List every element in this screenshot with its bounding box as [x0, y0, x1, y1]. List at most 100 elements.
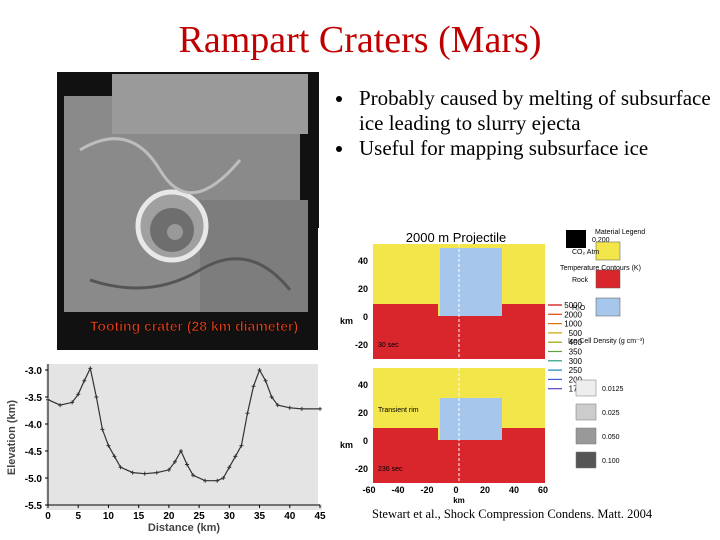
bullet: Probably caused by melting of subsurface…: [355, 86, 720, 136]
profile-point: [118, 465, 123, 470]
rock-rim: [373, 304, 438, 316]
material-swatch: [595, 241, 621, 261]
y-tick-label: -5.0: [25, 474, 43, 485]
profile-point: [58, 403, 63, 408]
sim-x-unit: km: [453, 496, 465, 505]
profile-point: [154, 470, 159, 475]
sim-x-tick-label: -20: [420, 485, 433, 495]
water: [440, 398, 502, 440]
profile-line: [47, 366, 320, 482]
density-value: 0.0125: [602, 386, 624, 393]
density-top: 0.200: [592, 237, 610, 244]
sim-x-tick-label: 20: [480, 485, 490, 495]
profile-point: [257, 368, 262, 372]
rock-rim: [502, 304, 545, 316]
image-caption: Tooting crater (28 km diameter): [90, 318, 298, 334]
sim-y-tick-label: 20: [358, 284, 368, 294]
density-swatch: [575, 427, 597, 445]
sim-y-tick-label: 40: [358, 256, 368, 266]
profile-point: [251, 384, 256, 389]
profile-point: [245, 411, 250, 416]
x-tick-label: 5: [75, 511, 81, 522]
sim-x-tick-label: 40: [509, 485, 519, 495]
density-swatch: [566, 230, 586, 248]
material-label: H₂O: [572, 305, 586, 312]
profile-point: [191, 473, 196, 478]
sim-x-tick-label: -40: [391, 485, 404, 495]
crater-image: [57, 72, 319, 350]
profile-point: [166, 467, 171, 472]
profile-point: [215, 478, 220, 483]
density-value: 0.025: [602, 410, 620, 417]
contour-value: 300: [569, 357, 583, 366]
density-swatch: [575, 379, 597, 397]
profile-point: [221, 476, 226, 480]
plot-area: [46, 364, 322, 510]
bullet: Useful for mapping subsurface ice: [355, 136, 720, 161]
profile-point: [269, 395, 274, 399]
contour-value: 5000: [564, 301, 582, 310]
x-tick-label: 35: [254, 511, 266, 522]
sim-y-tick-label: 20: [358, 408, 368, 418]
contour-value: 175: [569, 385, 583, 394]
profile-point: [76, 392, 81, 397]
y-tick-label: -4.5: [25, 447, 43, 458]
sim-y-tick-label: 0: [363, 312, 368, 322]
sim-panel: 40 20 0 -20 km 236 sec: [340, 368, 545, 483]
sim-title: 2000 m Projectile: [406, 230, 506, 245]
x-tick-label: 20: [163, 511, 175, 522]
profile-point: [287, 405, 292, 410]
contour-value: 250: [569, 366, 583, 375]
profile-point: [82, 378, 87, 383]
sim-x-tick-label: 0: [453, 485, 458, 495]
contour-value: 350: [569, 348, 583, 357]
contour-value: 200: [569, 375, 583, 384]
material-swatch: [595, 269, 621, 289]
profile-point: [70, 400, 75, 405]
sim-time: 236 sec: [378, 466, 403, 473]
y-tick-label: -5.5: [25, 501, 43, 512]
y-axis-label: Elevation (km): [6, 400, 18, 476]
x-tick-label: 40: [284, 511, 296, 522]
density-value: 0.100: [602, 458, 620, 465]
profile-point: [94, 395, 99, 399]
x-tick-label: 30: [224, 511, 236, 522]
x-tick-label: 15: [133, 511, 145, 522]
credit: Stewart et al., Shock Compression Conden…: [372, 507, 653, 521]
contour-value: 400: [569, 338, 583, 347]
profile-point: [239, 443, 244, 448]
profile-point: [299, 406, 304, 411]
profile-point: [88, 366, 93, 371]
y-tick-label: -3.0: [25, 366, 43, 377]
sim-panel: 40 20 0 -20 km 30 sec: [340, 244, 545, 359]
density-swatch: [575, 451, 597, 469]
rock: [373, 440, 545, 483]
sim-time: 30 sec: [378, 342, 399, 349]
rock-rim: [373, 428, 438, 440]
y-tick-label: -4.0: [25, 420, 43, 431]
material-swatch: [595, 297, 621, 317]
sim-y-unit: km: [340, 316, 353, 326]
sim-x-tick-label: -60: [362, 485, 375, 495]
rim-label: Transient rim: [378, 407, 419, 414]
slide-title: Rampart Craters (Mars): [178, 19, 542, 61]
x-tick-label: 45: [314, 511, 326, 522]
profile-point: [130, 470, 135, 475]
sim-y-tick-label: 40: [358, 380, 368, 390]
contour-value: 500: [569, 329, 583, 338]
profile-point: [142, 471, 147, 476]
rock-rim: [502, 428, 545, 440]
x-axis-label: Distance (km): [148, 522, 220, 534]
y-tick-label: -3.5: [25, 393, 43, 404]
legend-title: Material Legend: [595, 229, 645, 236]
sim-y-tick-label: 0: [363, 436, 368, 446]
profile-point: [185, 462, 190, 467]
x-tick-label: 10: [103, 511, 115, 522]
contour-title: Temperature Contours (K): [560, 265, 641, 272]
sim-y-tick-label: -20: [355, 464, 368, 474]
density-value: 0.050: [602, 434, 620, 441]
profile-point: [112, 454, 117, 459]
sim-x-tick-label: 60: [538, 485, 548, 495]
